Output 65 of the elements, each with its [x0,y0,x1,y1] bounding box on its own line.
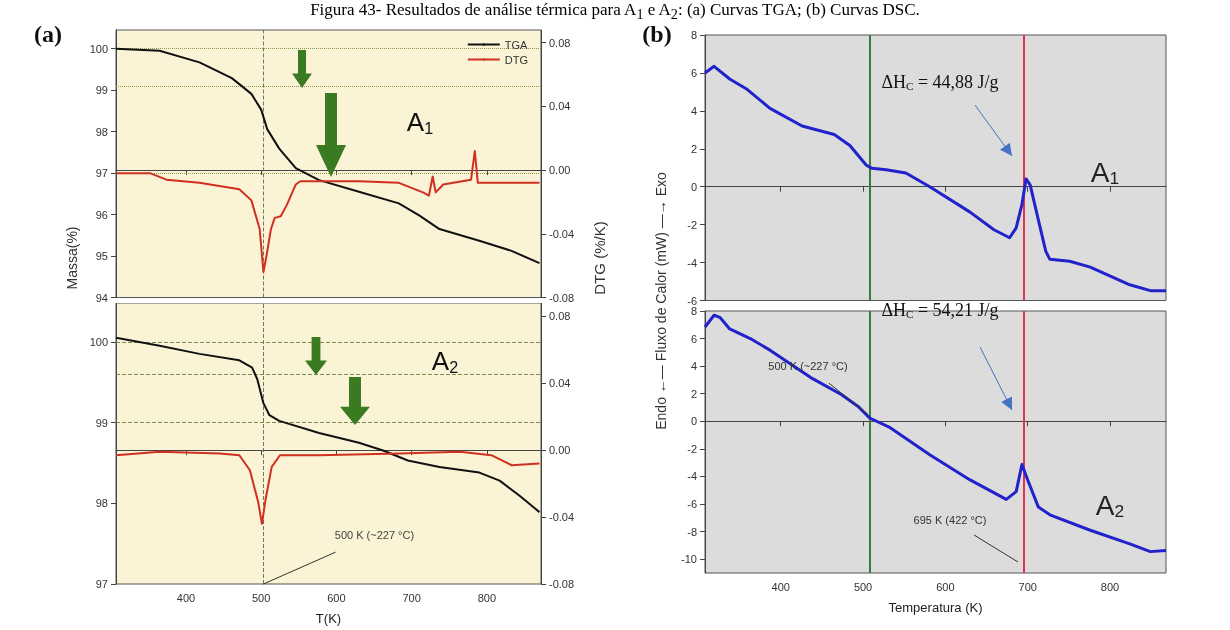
y-tick-label: -4 [687,470,697,483]
x-tick-label: 700 [402,591,421,604]
y-tick-label: 0 [690,415,697,428]
y2-tick-label: 0.08 [549,310,571,323]
x-tick-label: 400 [176,591,196,604]
y-tick-label: 8 [690,305,697,317]
y-tick-label: 0 [690,180,697,193]
annotation: A1 [406,107,434,137]
legend-label: TGA [504,38,529,51]
y-tick-label: 99 [95,416,108,429]
annotation: ΔHC = 54,21 J/g [881,300,999,321]
y-tick-label: 4 [690,104,697,117]
y-tick-label: 2 [690,387,697,400]
y-tick-label: -6 [687,294,697,307]
y2-axis-title: DTG (%/K) [590,221,608,295]
x-tick-label: 600 [327,591,346,604]
y2-tick-label: 0.00 [549,444,571,457]
y-axis-title: Endo ←— Fluxo de Calor (mW) —→ Exo [653,172,669,430]
text: (a) [34,21,62,47]
annotation: A2 [431,346,459,376]
y2-tick-label: 0.04 [549,100,571,113]
x-tick-label: 500 [853,580,873,593]
y-tick-label: 6 [690,332,697,345]
y2-tick-label: 0.00 [549,164,571,177]
y-tick-label: 94 [95,291,108,304]
y-tick-label: -2 [687,218,697,231]
y2-tick-label: -0.04 [549,511,575,524]
y-tick-label: 98 [95,125,108,138]
y2-tick-label: -0.08 [549,578,575,590]
annotation: 500 K (~227 °C) [334,529,415,541]
y-tick-label: 6 [690,66,697,79]
y-tick-label: -10 [681,553,697,566]
y-tick-label: 98 [95,497,108,510]
y-tick-label: 4 [690,360,697,373]
y-tick-label: -4 [687,256,697,269]
x-tick-label: 800 [1100,580,1120,593]
y-tick-label: 100 [89,42,108,55]
annotation: ΔHC = 44,88 J/g [881,72,999,93]
x-axis-title: Temperatura (K) [888,600,983,615]
x-tick-label: 500 [252,591,271,604]
y-tick-label: 96 [95,208,108,221]
y-tick-label: 97 [95,167,108,180]
y-tick-label: 8 [690,29,697,41]
y-tick-label: 100 [89,335,108,348]
x-tick-label: 700 [1018,580,1037,593]
text: Figura 43- Resultados de análise térmica para A$_{1}$ e A$_{2}$: (a) Curvas TGA; (b) Curvas DSC. [310,0,920,23]
y2-tick-label: -0.08 [549,291,575,304]
text: (b) [642,21,672,47]
y-tick-label: 2 [690,142,697,155]
y-tick-label: -8 [687,525,697,538]
y-tick-label: 99 [95,84,108,97]
y-tick-label: 97 [95,578,108,590]
y-axis-title: Massa(%) [64,226,80,290]
y2-tick-label: 0.08 [549,36,571,49]
y2-tick-label: -0.04 [549,227,575,240]
x-tick-label: 800 [477,591,497,604]
x-tick-label: 600 [936,580,955,593]
y-tick-label: -2 [687,442,697,455]
y-tick-label: -6 [687,498,697,511]
y2-tick-label: 0.04 [549,377,571,390]
x-tick-label: 400 [771,580,790,593]
annotation: 695 K (422 °C) [913,514,987,526]
x-axis-title: T(K) [315,611,342,626]
y-tick-label: 95 [95,250,108,263]
legend-label: DTG [504,53,529,66]
